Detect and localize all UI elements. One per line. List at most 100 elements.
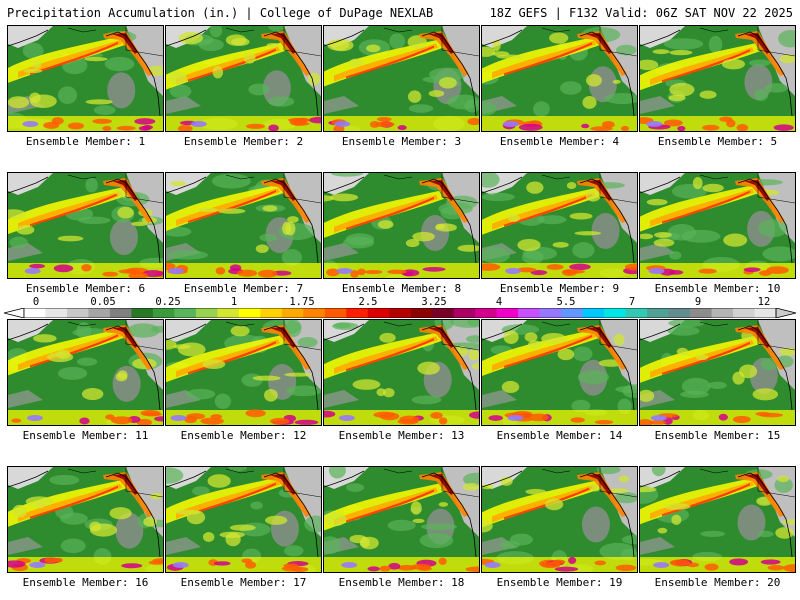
ensemble-member-caption: Ensemble Member: 13: [323, 429, 480, 443]
colorbar-tick-label: 12: [757, 296, 771, 308]
precip-map: [481, 172, 638, 279]
ensemble-member-caption: Ensemble Member: 6: [7, 282, 164, 296]
ensemble-panel: Ensemble Member: 1: [7, 25, 164, 149]
colorbar-swatch: [496, 308, 519, 318]
ensemble-panel: Ensemble Member: 8: [323, 172, 480, 296]
ensemble-member-caption: Ensemble Member: 5: [639, 135, 796, 149]
model-run-info: 18Z GEFS | F132 Valid: 06Z SAT NOV 22 20…: [489, 6, 793, 20]
caption-prefix: Ensemble Member:: [657, 135, 764, 148]
colorbar-swatch: [453, 308, 476, 318]
colorbar-swatch: [518, 308, 541, 318]
colorbar-swatch: [625, 308, 648, 318]
member-number: 9: [612, 282, 620, 295]
precip-map: [481, 25, 638, 132]
precip-map: [7, 319, 164, 426]
caption-prefix: Ensemble Member:: [654, 429, 761, 442]
colorbar-swatch: [45, 308, 68, 318]
colorbar-swatch: [647, 308, 670, 318]
caption-prefix: Ensemble Member:: [180, 576, 287, 589]
caption-prefix: Ensemble Member:: [22, 576, 129, 589]
member-number: 2: [296, 135, 304, 148]
colorbar-swatch: [432, 308, 455, 318]
ensemble-member-caption: Ensemble Member: 18: [323, 576, 480, 590]
colorbar-swatch: [66, 308, 89, 318]
colorbar-tick-label: 0.25: [155, 296, 181, 308]
colorbar-swatch: [303, 308, 326, 318]
colorbar-tick-label: 1: [230, 296, 238, 308]
ensemble-panel: Ensemble Member: 19: [481, 466, 638, 590]
colorbar-tick-label: 1.75: [289, 296, 315, 308]
colorbar-tick-label: 7: [628, 296, 636, 308]
ensemble-panel: Ensemble Member: 14: [481, 319, 638, 443]
member-number: 16: [135, 576, 149, 589]
caption-prefix: Ensemble Member:: [338, 576, 445, 589]
member-number: 14: [609, 429, 623, 442]
ensemble-panel: Ensemble Member: 12: [165, 319, 322, 443]
precip-map: [7, 466, 164, 573]
colorbar-legend: 0 0.05 0.25 1 1.75 2.5 3.25 4 5.5 7 9 12: [0, 296, 800, 319]
colorbar-outline: [23, 308, 777, 318]
colorbar-swatch: [281, 308, 304, 318]
ensemble-member-caption: Ensemble Member: 20: [639, 576, 796, 590]
ensemble-member-caption: Ensemble Member: 1: [7, 135, 164, 149]
caption-prefix: Ensemble Member:: [180, 429, 287, 442]
colorbar-swatch: [754, 308, 777, 318]
product-title: Precipitation Accumulation (in.) | Colle…: [7, 6, 434, 20]
caption-prefix: Ensemble Member:: [496, 429, 603, 442]
colorbar-swatch: [582, 308, 605, 318]
caption-prefix: Ensemble Member:: [341, 135, 448, 148]
ensemble-member-caption: Ensemble Member: 2: [165, 135, 322, 149]
precip-map: [639, 466, 796, 573]
ensemble-member-caption: Ensemble Member: 19: [481, 576, 638, 590]
caption-prefix: Ensemble Member:: [341, 282, 448, 295]
member-number: 18: [451, 576, 465, 589]
colorbar-tick-labels: 0 0.05 0.25 1 1.75 2.5 3.25 4 5.5 7 9 12: [0, 296, 800, 309]
precip-map: [639, 172, 796, 279]
ensemble-panel: Ensemble Member: 15: [639, 319, 796, 443]
member-number: 1: [138, 135, 146, 148]
colorbar-swatch: [24, 308, 46, 318]
member-number: 11: [135, 429, 149, 442]
colorbar-tick-label: 0.05: [90, 296, 116, 308]
caption-prefix: Ensemble Member:: [499, 282, 606, 295]
precip-map: [639, 319, 796, 426]
member-number: 8: [454, 282, 462, 295]
colorbar-swatch: [109, 308, 132, 318]
member-number: 15: [767, 429, 781, 442]
colorbar-swatch: [539, 308, 562, 318]
member-number: 17: [293, 576, 307, 589]
precip-map: [323, 319, 480, 426]
precip-map: [481, 319, 638, 426]
ensemble-panel: Ensemble Member: 9: [481, 172, 638, 296]
colorbar-swatch: [324, 308, 347, 318]
colorbar-swatch: [195, 308, 218, 318]
ensemble-panel: Ensemble Member: 4: [481, 25, 638, 149]
caption-prefix: Ensemble Member:: [338, 429, 445, 442]
member-number: 5: [770, 135, 778, 148]
ensemble-panel: Ensemble Member: 18: [323, 466, 480, 590]
colorbar-swatch: [260, 308, 283, 318]
precip-map: [639, 25, 796, 132]
ensemble-member-caption: Ensemble Member: 16: [7, 576, 164, 590]
colorbar-max-arrow: [775, 308, 797, 318]
precip-map: [323, 172, 480, 279]
member-number: 10: [767, 282, 781, 295]
colorbar-tick-label: 4: [495, 296, 503, 308]
colorbar-swatch: [561, 308, 584, 318]
member-number: 3: [454, 135, 462, 148]
colorbar-swatch: [152, 308, 175, 318]
ensemble-panel: Ensemble Member: 13: [323, 319, 480, 443]
member-number: 13: [451, 429, 465, 442]
ensemble-member-caption: Ensemble Member: 8: [323, 282, 480, 296]
member-number: 7: [296, 282, 304, 295]
colorbar-swatch: [131, 308, 154, 318]
caption-prefix: Ensemble Member:: [25, 135, 132, 148]
member-number: 6: [138, 282, 146, 295]
caption-prefix: Ensemble Member:: [25, 282, 132, 295]
caption-prefix: Ensemble Member:: [496, 576, 603, 589]
precip-map: [7, 172, 164, 279]
colorbar-swatch: [668, 308, 691, 318]
colorbar-tick-label: 3.25: [421, 296, 447, 308]
ensemble-panel: Ensemble Member: 5: [639, 25, 796, 149]
precip-map: [323, 25, 480, 132]
